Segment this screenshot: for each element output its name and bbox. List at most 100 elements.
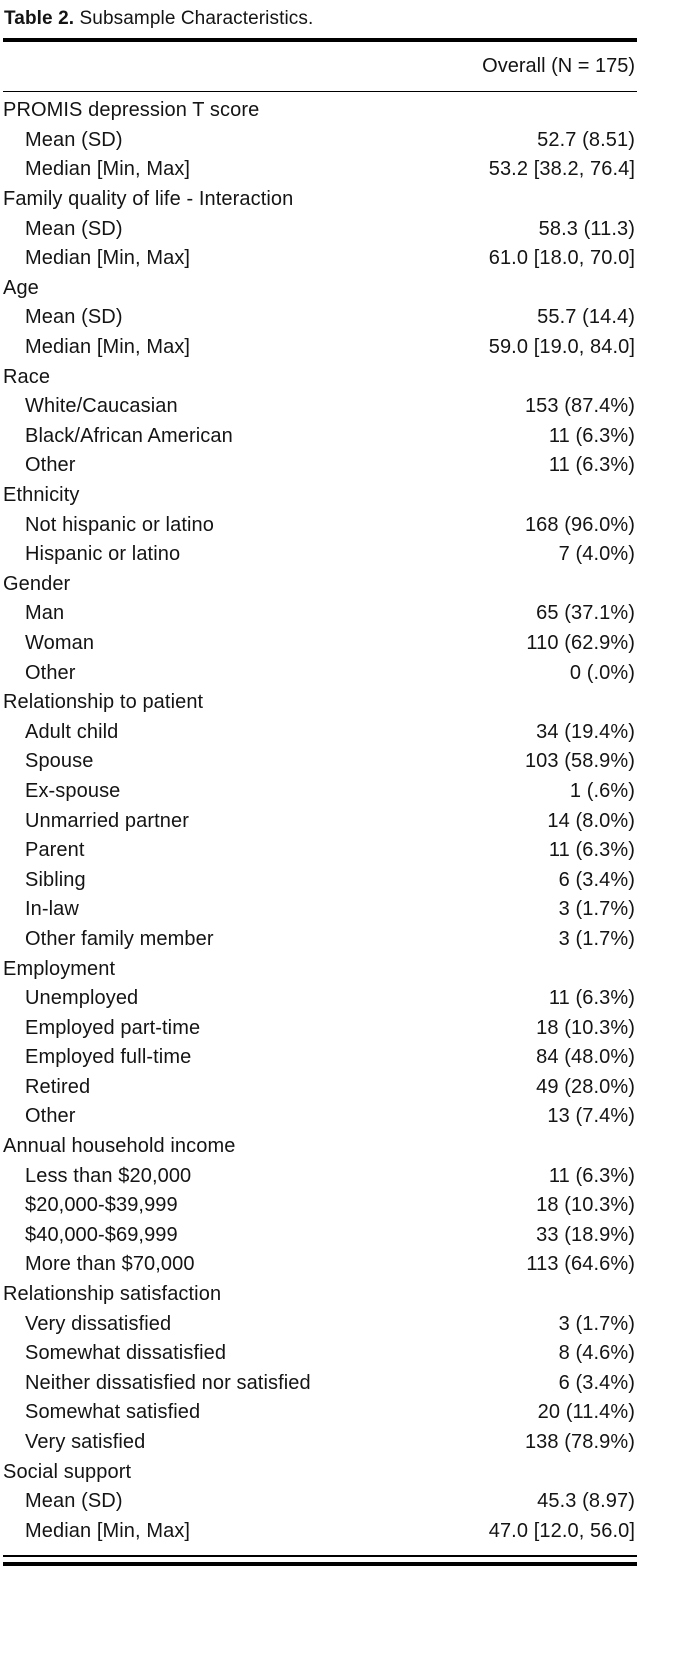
section-label: Employment bbox=[3, 957, 116, 980]
table-row: Median [Min, Max] 61.0 [18.0, 70.0] bbox=[3, 247, 637, 277]
row-value: 3 (1.7%) bbox=[558, 927, 635, 950]
row-value: 3 (1.7%) bbox=[558, 1312, 635, 1335]
row-value: 34 (19.4%) bbox=[536, 720, 635, 743]
row-label: Other bbox=[25, 661, 76, 684]
row-value: 13 (7.4%) bbox=[547, 1105, 635, 1128]
section-header-row: Family quality of life - Interaction bbox=[3, 188, 637, 218]
table-row: Other family member 3 (1.7%) bbox=[3, 928, 637, 958]
table-number: Table 2. bbox=[4, 8, 75, 29]
section-label: PROMIS depression T score bbox=[3, 99, 260, 122]
row-value: 11 (6.3%) bbox=[548, 1164, 635, 1187]
table-row: Mean (SD) 58.3 (11.3) bbox=[3, 218, 637, 248]
row-label: Neither dissatisfied nor satisfied bbox=[25, 1371, 311, 1394]
section-header-row: Relationship satisfaction bbox=[3, 1283, 637, 1313]
table-row: Very satisfied 138 (78.9%) bbox=[3, 1431, 637, 1461]
row-value: 3 (1.7%) bbox=[558, 898, 635, 921]
table-row: Somewhat satisfied 20 (11.4%) bbox=[3, 1401, 637, 1431]
table-row: Hispanic or latino 7 (4.0%) bbox=[3, 543, 637, 573]
row-value: 11 (6.3%) bbox=[548, 454, 635, 477]
table-row: $20,000-$39,999 18 (10.3%) bbox=[3, 1194, 637, 1224]
section-header-row: PROMIS depression T score bbox=[3, 99, 637, 129]
row-label: Hispanic or latino bbox=[25, 543, 181, 566]
row-label: $20,000-$39,999 bbox=[25, 1194, 178, 1217]
row-label: Median [Min, Max] bbox=[25, 336, 191, 359]
row-label: Mean (SD) bbox=[25, 306, 123, 329]
table-row: Mean (SD) 45.3 (8.97) bbox=[3, 1490, 637, 1520]
table-row: Other 0 (.0%) bbox=[3, 662, 637, 692]
row-value: 11 (6.3%) bbox=[548, 424, 635, 447]
section-header-row: Annual household income bbox=[3, 1135, 637, 1165]
table-row: In-law 3 (1.7%) bbox=[3, 898, 637, 928]
table-row: Other 11 (6.3%) bbox=[3, 454, 637, 484]
row-value: 11 (6.3%) bbox=[548, 987, 635, 1010]
table-header-row: Overall (N = 175) bbox=[3, 42, 637, 91]
row-label: Mean (SD) bbox=[25, 128, 123, 151]
column-header-overall: Overall (N = 175) bbox=[482, 54, 635, 77]
row-label: Man bbox=[25, 602, 65, 625]
table-row: Somewhat dissatisfied 8 (4.6%) bbox=[3, 1342, 637, 1372]
section-label: Relationship to patient bbox=[3, 691, 204, 714]
row-label: Very dissatisfied bbox=[25, 1312, 172, 1335]
row-value: 65 (37.1%) bbox=[536, 602, 635, 625]
row-value: 153 (87.4%) bbox=[524, 395, 635, 418]
table-row: Other 13 (7.4%) bbox=[3, 1105, 637, 1135]
row-value: 18 (10.3%) bbox=[536, 1016, 635, 1039]
row-label: Spouse bbox=[25, 750, 94, 773]
table-row: White/Caucasian 153 (87.4%) bbox=[3, 395, 637, 425]
row-label: Sibling bbox=[25, 868, 86, 891]
row-label: Very satisfied bbox=[25, 1431, 146, 1454]
row-value: 113 (64.6%) bbox=[526, 1253, 635, 1276]
table-caption-text: Subsample Characteristics. bbox=[79, 8, 314, 29]
row-value: 0 (.0%) bbox=[569, 661, 635, 684]
section-header-row: Social support bbox=[3, 1461, 637, 1491]
row-label: Adult child bbox=[25, 720, 119, 743]
section-label: Social support bbox=[3, 1460, 132, 1483]
row-label: Somewhat dissatisfied bbox=[25, 1342, 227, 1365]
table-row: Employed full-time 84 (48.0%) bbox=[3, 1046, 637, 1076]
table-row: Neither dissatisfied nor satisfied 6 (3.4… bbox=[3, 1372, 637, 1402]
row-label: Employed full-time bbox=[25, 1046, 192, 1069]
section-header-row: Ethnicity bbox=[3, 484, 637, 514]
row-value: 11 (6.3%) bbox=[548, 839, 635, 862]
row-label: In-law bbox=[25, 898, 79, 921]
row-label: Parent bbox=[25, 839, 85, 862]
row-value: 8 (4.6%) bbox=[558, 1342, 635, 1365]
row-label: Employed part-time bbox=[25, 1016, 201, 1039]
table-row: Woman 110 (62.9%) bbox=[3, 632, 637, 662]
section-label: Age bbox=[3, 276, 39, 299]
row-value: 59.0 [19.0, 84.0] bbox=[488, 336, 635, 359]
section-label: Gender bbox=[3, 572, 71, 595]
row-label: Woman bbox=[25, 631, 95, 654]
table-row: Median [Min, Max] 53.2 [38.2, 76.4] bbox=[3, 158, 637, 188]
row-label: Black/African American bbox=[25, 424, 233, 447]
row-value: 138 (78.9%) bbox=[524, 1431, 635, 1454]
table-row: More than $70,000 113 (64.6%) bbox=[3, 1253, 637, 1283]
table-row: Unemployed 11 (6.3%) bbox=[3, 987, 637, 1017]
table-row: Less than $20,000 11 (6.3%) bbox=[3, 1165, 637, 1195]
table-row: Parent 11 (6.3%) bbox=[3, 839, 637, 869]
table-row: Black/African American 11 (6.3%) bbox=[3, 425, 637, 455]
row-label: White/Caucasian bbox=[25, 395, 178, 418]
row-label: Retired bbox=[25, 1075, 91, 1098]
section-header-row: Gender bbox=[3, 573, 637, 603]
row-value: 18 (10.3%) bbox=[536, 1194, 635, 1217]
row-value: 33 (18.9%) bbox=[536, 1223, 635, 1246]
row-label: Other family member bbox=[25, 927, 214, 950]
row-value: 84 (48.0%) bbox=[536, 1046, 635, 1069]
row-label: Mean (SD) bbox=[25, 217, 123, 240]
table-row: Unmarried partner 14 (8.0%) bbox=[3, 810, 637, 840]
table-row: Man 65 (37.1%) bbox=[3, 602, 637, 632]
section-header-row: Age bbox=[3, 277, 637, 307]
section-header-row: Relationship to patient bbox=[3, 691, 637, 721]
row-value: 45.3 (8.97) bbox=[537, 1490, 635, 1513]
row-value: 110 (62.9%) bbox=[526, 631, 635, 654]
row-value: 58.3 (11.3) bbox=[538, 217, 635, 240]
table-row: Sibling 6 (3.4%) bbox=[3, 869, 637, 899]
row-label: Unemployed bbox=[25, 987, 139, 1010]
row-value: 55.7 (14.4) bbox=[537, 306, 635, 329]
row-label: Ex-spouse bbox=[25, 779, 121, 802]
row-value: 7 (4.0%) bbox=[558, 543, 635, 566]
row-value: 103 (58.9%) bbox=[524, 750, 635, 773]
table-row: Median [Min, Max] 59.0 [19.0, 84.0] bbox=[3, 336, 637, 366]
